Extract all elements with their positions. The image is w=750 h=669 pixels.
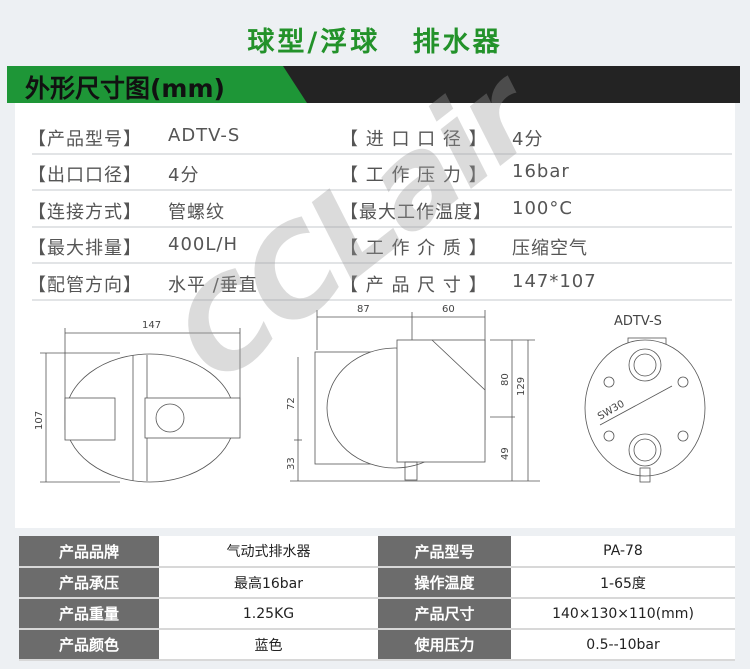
spec-label: 【产品型号】 [28, 129, 142, 150]
table-value: 最高16bar [159, 567, 378, 599]
spec-value2: 100°C [512, 198, 573, 219]
dim-49: 49 [500, 447, 511, 460]
dim-60: 60 [442, 304, 455, 315]
bottom-view: ADTV-S SW30 [584, 314, 706, 483]
side-view: 87 60 72 33 80 49 129 [286, 304, 540, 482]
spec-label2: 【 工 作 压 力 】 [340, 165, 488, 186]
dim-80: 80 [500, 373, 511, 386]
spec-row: 【配管方向】 水平 /垂直 【 产 品 尺 寸 】 147*107 [28, 264, 732, 301]
dim-height: 107 [34, 411, 45, 430]
table-label: 产品颜色 [19, 629, 159, 661]
table-value: 0.5--10bar [511, 629, 735, 661]
spec-row: 【最大排量】 400L/H 【 工 作 介 质 】 压缩空气 [28, 227, 732, 264]
spec-label: 【配管方向】 [28, 275, 142, 296]
spec-value2: 4分 [512, 129, 544, 150]
spec-label2: 【最大工作温度】 [340, 202, 492, 223]
spec-value: 400L/H [168, 234, 238, 255]
table-row: 产品承压 最高16bar 操作温度 1-65度 [19, 567, 735, 599]
dimension-drawing: 147 107 87 60 72 33 80 49 129 ADTV-S SW3… [34, 304, 706, 483]
table-value: 1-65度 [511, 567, 735, 599]
spec-label2: 【 进 口 口 径 】 [340, 129, 488, 150]
table-value: 140×130×110(mm) [511, 598, 735, 630]
page-title: 球型/浮球 排水器 [247, 27, 503, 58]
spec-row: 【出口口径】 4分 【 工 作 压 力 】 16bar [28, 154, 732, 191]
spec-value: 水平 /垂直 [168, 275, 258, 296]
table-value: PA-78 [511, 536, 735, 568]
dim-width: 147 [142, 320, 161, 331]
table-value: 气动式排水器 [159, 536, 378, 568]
spec-label: 【连接方式】 [28, 202, 142, 223]
front-view: 147 107 [34, 320, 241, 483]
dim-129: 129 [516, 377, 527, 396]
product-table: 产品品牌 气动式排水器 产品型号 PA-78 产品承压 最高16bar 操作温度 1-65度产… [19, 536, 735, 661]
spec-label2: 【 产 品 尺 寸 】 [340, 275, 488, 296]
dim-33: 33 [286, 457, 297, 470]
table-label: 产品尺寸 [378, 598, 511, 630]
dim-72: 72 [286, 397, 297, 410]
bottom-view-model: ADTV-S [614, 314, 662, 329]
table-label: 使用压力 [378, 629, 511, 661]
spec-value2: 16bar [512, 161, 570, 182]
spec-row: 【连接方式】 管螺纹 【最大工作温度】 100°C [28, 191, 732, 228]
spec-label: 【最大排量】 [28, 238, 142, 259]
spec-value2: 147*107 [512, 271, 597, 292]
table-label: 操作温度 [378, 567, 511, 599]
spec-value: ADTV-S [168, 125, 241, 146]
banner-green-tab [7, 66, 307, 103]
banner-title: 外形尺寸图(mm) [25, 74, 225, 103]
table-label: 产品品牌 [19, 536, 159, 568]
table-row: 产品重量 1.25KG 产品尺寸 140×130×110(mm) [19, 598, 735, 630]
spec-value2: 压缩空气 [512, 238, 588, 259]
table-label: 产品型号 [378, 536, 511, 568]
spec-label: 【出口口径】 [28, 165, 142, 186]
spec-value: 4分 [168, 165, 200, 186]
spec-value: 管螺纹 [168, 202, 225, 223]
table-value: 1.25KG [159, 598, 378, 630]
table-value: 蓝色 [159, 629, 378, 661]
table-label: 产品重量 [19, 598, 159, 630]
table-row: 产品颜色 蓝色 使用压力 0.5--10bar [19, 629, 735, 661]
spec-label2: 【 工 作 介 质 】 [340, 238, 488, 259]
table-row: 产品品牌 气动式排水器 产品型号 PA-78 [19, 536, 735, 568]
section-banner: 外形尺寸图(mm) [7, 66, 740, 103]
spec-row: 【产品型号】 ADTV-S 【 进 口 口 径 】 4分 [28, 118, 732, 155]
dim-87: 87 [357, 304, 370, 315]
table-label: 产品承压 [19, 567, 159, 599]
